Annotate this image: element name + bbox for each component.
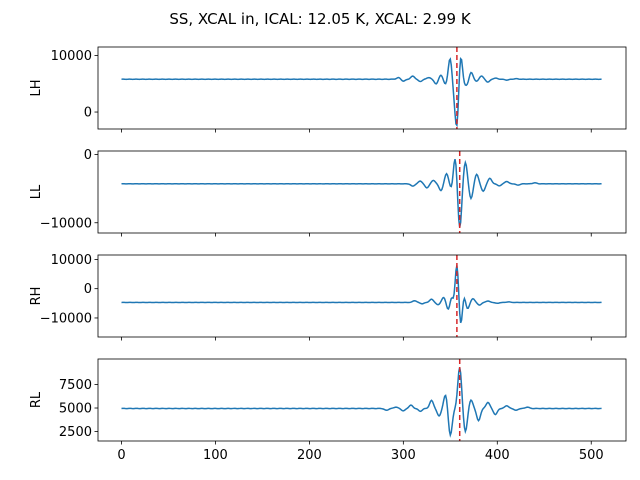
xtick-label: 0 xyxy=(117,448,125,463)
subplot-LH: 0 10000 LH xyxy=(29,46,627,133)
xtick-label: 300 xyxy=(391,448,416,463)
xtick-label: 200 xyxy=(297,448,322,463)
ytick-label: 10000 xyxy=(51,253,92,268)
ylabel-RH: RH xyxy=(29,287,44,306)
ytick-label: −10000 xyxy=(40,311,92,326)
subplot-LL: 0 −10000 LL xyxy=(29,148,627,237)
series-line-RL xyxy=(121,367,602,438)
axes-frame-RL xyxy=(97,358,627,442)
xtick-label: 500 xyxy=(579,448,604,463)
ytick-label: 0 xyxy=(84,282,92,297)
series-line-LL xyxy=(121,158,602,228)
ytick-label: 0 xyxy=(84,106,92,121)
figure-title: SS, XCAL in, ICAL: 12.05 K, XCAL: 2.99 K xyxy=(169,10,472,28)
xtick-label: 100 xyxy=(203,448,228,463)
ylabel-RL: RL xyxy=(29,391,44,408)
xtick-label: 400 xyxy=(485,448,510,463)
ylabel-LH: LH xyxy=(29,79,44,96)
series-line-LH xyxy=(121,57,602,128)
ytick-label: −10000 xyxy=(40,216,92,231)
axes-frame-LL xyxy=(97,150,627,234)
axes-frame-RH xyxy=(97,254,627,338)
ylabel-LL: LL xyxy=(29,184,44,199)
axes-frame-LH xyxy=(97,46,627,130)
subplots: 010000LH0−10000LL100000−10000RH250050007… xyxy=(29,46,627,463)
subplot-RH: 10000 0 −10000 RH xyxy=(29,253,627,341)
ytick-label: 2500 xyxy=(59,425,92,440)
ytick-label: 5000 xyxy=(59,402,92,417)
ytick-label: 0 xyxy=(84,148,92,163)
series-line-RH xyxy=(121,265,602,324)
ytick-label: 10000 xyxy=(51,49,92,64)
ytick-label: 7500 xyxy=(59,378,92,393)
subplot-RL: 2500 5000 7500 0 100 200 300 400 500 RL xyxy=(29,358,627,463)
